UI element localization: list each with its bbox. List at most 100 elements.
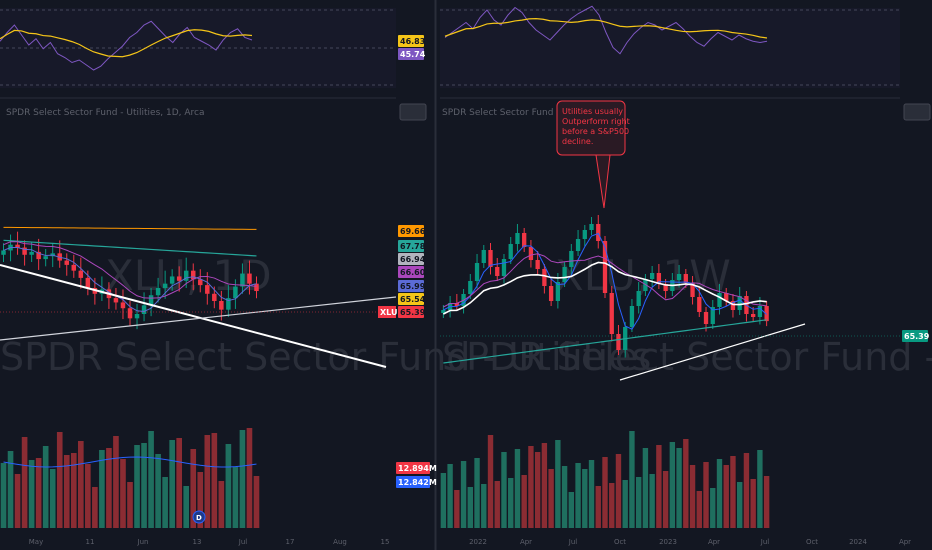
right-candle — [481, 250, 486, 263]
left-x-tick: 11 — [86, 538, 95, 546]
right-candle — [474, 263, 480, 281]
left-time-axis[interactable]: May 11 Jun 13 Jul 17 Aug 15 — [29, 538, 390, 546]
left-moving-averages — [3, 226, 257, 312]
left-volume-bar — [120, 459, 126, 528]
left-rsi-tag: 46.83 — [400, 37, 425, 46]
right-volume-bar — [743, 453, 750, 528]
left-volume-bar — [225, 444, 232, 528]
left-rsi-lines — [0, 20, 253, 71]
right-volume-bar — [696, 491, 702, 528]
right-candle — [602, 241, 608, 293]
right-candle — [676, 274, 682, 280]
left-price-tag: 65.99 — [400, 282, 426, 291]
left-ticker-tag-bg — [378, 306, 396, 318]
right-volume-bar — [703, 462, 709, 528]
right-candle — [488, 250, 493, 267]
right-volume-bar — [582, 469, 588, 528]
right-support-trendline[interactable] — [619, 323, 806, 381]
right-candle — [616, 334, 621, 350]
right-volume-bar — [568, 492, 575, 528]
left-ma-purple — [3, 241, 257, 299]
left-event-marker-label: D — [196, 514, 202, 522]
left-volume-bar — [7, 451, 14, 528]
right-watermark-ticker: XLU, 1W — [555, 251, 731, 300]
left-down-trendline[interactable] — [0, 264, 387, 368]
right-volume-bar — [750, 479, 756, 528]
right-volume-bar — [757, 450, 763, 528]
annotation-line-1: Utilities usually — [562, 107, 623, 116]
left-volume-bar — [134, 445, 140, 528]
right-panel[interactable]: SPDR Select Sector Fund - Utilities XLU,… — [440, 5, 932, 546]
right-candle — [508, 244, 513, 259]
left-volume-bar — [0, 463, 7, 528]
right-candle — [663, 284, 668, 291]
left-candle — [233, 286, 238, 299]
left-rsi-line — [0, 20, 253, 71]
right-volume-bar — [710, 488, 716, 528]
right-candle — [737, 296, 742, 310]
right-candle — [548, 286, 554, 301]
right-x-tick: Jul — [568, 538, 578, 546]
left-up-trendline[interactable] — [0, 296, 397, 341]
left-price-tag-bg — [398, 240, 424, 252]
right-candle — [757, 306, 763, 317]
left-volume-bar — [56, 432, 63, 528]
right-x-tick: 2024 — [849, 538, 867, 546]
left-settings-button[interactable] — [399, 103, 427, 121]
right-volume-bar — [541, 443, 548, 528]
right-watermark-name: SPDR Select Sector Fund - Utilities — [442, 335, 932, 379]
right-time-axis[interactable]: 2022 Apr Jul Oct 2023 Apr Jul Oct 2024 Apr — [469, 538, 911, 546]
right-ma-blue — [443, 232, 767, 330]
right-candle — [764, 306, 769, 322]
left-candle — [64, 260, 70, 265]
right-x-tick: 2023 — [659, 538, 677, 546]
right-candle — [683, 274, 688, 283]
left-volume-tag: 12.842M — [398, 478, 437, 487]
right-candles — [441, 215, 769, 358]
left-volume-bar — [239, 430, 246, 528]
right-candle — [589, 224, 594, 230]
left-event-marker[interactable] — [192, 510, 206, 524]
right-volume-bar — [447, 464, 453, 528]
right-rsi-pane — [440, 8, 900, 88]
right-volume-bar — [575, 463, 581, 528]
left-volume-bar — [99, 450, 105, 528]
right-volume-bar — [528, 446, 534, 528]
annotation-box[interactable] — [556, 100, 626, 156]
right-candle — [441, 310, 446, 313]
left-candle — [148, 295, 154, 306]
right-ma-purple — [443, 253, 767, 308]
left-volume-bar — [190, 449, 197, 528]
right-volume-bar — [588, 460, 595, 528]
right-volume-bar — [602, 457, 608, 528]
annotation-line-4: decline. — [562, 137, 593, 146]
right-volume-bar — [555, 440, 561, 528]
left-volume-bar — [204, 435, 211, 528]
left-volume-bar — [21, 437, 28, 528]
left-candle — [219, 301, 224, 310]
left-price-tag-bg — [398, 280, 424, 292]
right-volume-bar — [649, 474, 655, 528]
left-ticker-tag: XLU — [380, 308, 397, 317]
left-candle — [240, 273, 245, 287]
left-panel[interactable]: SPDR Select Sector Fund - Utilities, 1D,… — [0, 8, 651, 546]
left-candle — [43, 256, 48, 260]
right-price-axis[interactable]: 65.39 — [902, 330, 930, 342]
right-settings-button[interactable] — [903, 103, 931, 121]
right-volume-bar — [534, 452, 541, 528]
right-moving-averages — [442, 232, 767, 364]
right-volume-bar — [642, 448, 649, 528]
left-volume-bar — [148, 431, 154, 528]
left-volume-bar — [63, 455, 70, 528]
right-volume-bar — [730, 456, 736, 528]
left-volume-bar — [106, 448, 112, 528]
left-price-tag: 66.60 — [400, 268, 426, 277]
right-volume-bar — [514, 449, 521, 528]
right-volume-bar — [595, 486, 601, 528]
right-volume-bar — [474, 458, 480, 528]
left-candle — [247, 273, 252, 284]
left-price-tag: 69.66 — [400, 227, 426, 236]
left-price-tag-bg — [398, 225, 424, 237]
left-price-tag-bg — [398, 253, 424, 265]
